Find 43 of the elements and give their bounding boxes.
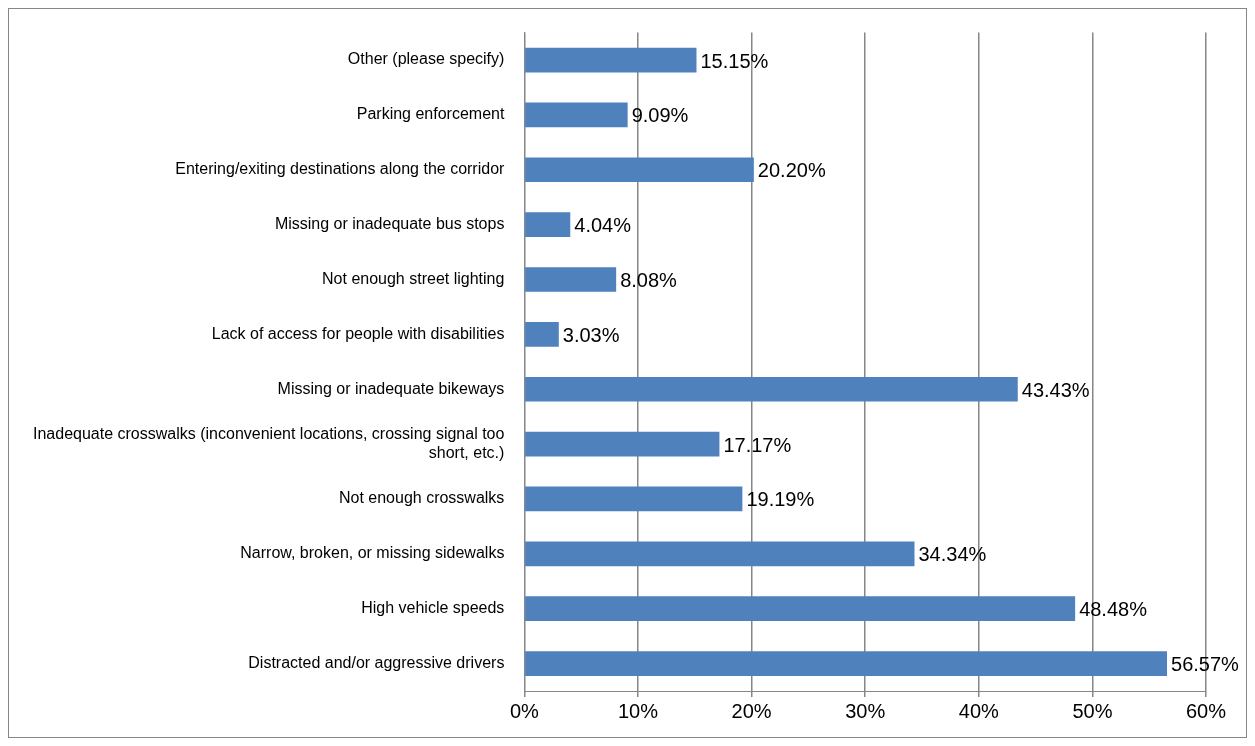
y-tick-label: Not enough crosswalks bbox=[338, 489, 505, 507]
bar bbox=[525, 596, 1076, 622]
bar bbox=[525, 486, 743, 512]
bar bbox=[525, 431, 720, 457]
bar bbox=[525, 651, 1168, 676]
data-label: 17.17% bbox=[723, 433, 792, 456]
data-label: 43.43% bbox=[1021, 378, 1090, 401]
y-tick-label: Lack of access for people with disabilities bbox=[211, 324, 505, 342]
y-tick-label: Missing or inadequate bus stops bbox=[274, 215, 505, 233]
y-tick-label: Narrow, broken, or missing sidewalks bbox=[240, 544, 505, 562]
x-tick-label: 50% bbox=[1072, 699, 1113, 722]
x-tick-label: 30% bbox=[845, 699, 886, 722]
data-label: 19.19% bbox=[746, 488, 815, 511]
bar bbox=[525, 157, 754, 183]
bar bbox=[525, 541, 915, 567]
bar bbox=[525, 267, 617, 292]
y-tick-label: Parking enforcement bbox=[356, 105, 505, 123]
y-tick-label: Inadequate crosswalks (inconvenient locations, crossing signal too short, etc.) bbox=[33, 424, 505, 462]
data-label: 56.57% bbox=[1171, 653, 1240, 676]
y-tick-label: Entering/exiting destinations along the corridor bbox=[175, 160, 506, 178]
bar bbox=[525, 47, 697, 73]
y-tick-label: Other (please specify) bbox=[347, 50, 505, 68]
data-label: 8.08% bbox=[620, 269, 678, 292]
data-label: 9.09% bbox=[631, 104, 689, 127]
x-tick-label: 10% bbox=[617, 699, 659, 722]
y-tick-label: Missing or inadequate bikeways bbox=[277, 379, 505, 397]
y-tick-label: Not enough street lighting bbox=[322, 269, 505, 287]
bar bbox=[525, 102, 628, 128]
data-label: 20.20% bbox=[757, 159, 826, 182]
bar bbox=[525, 376, 1018, 402]
x-tick-label: 40% bbox=[958, 699, 1000, 722]
bar bbox=[525, 322, 559, 347]
x-tick-label: 0% bbox=[509, 699, 540, 722]
x-tick-label: 60% bbox=[1185, 699, 1227, 722]
y-tick-label: High vehicle speeds bbox=[361, 599, 505, 617]
data-label: 15.15% bbox=[700, 49, 769, 72]
bar bbox=[525, 212, 571, 237]
data-label: 4.04% bbox=[574, 214, 632, 237]
data-label: 48.48% bbox=[1079, 598, 1148, 621]
data-label: 34.34% bbox=[918, 543, 987, 566]
x-tick-label: 20% bbox=[731, 699, 772, 722]
y-tick-label: Distracted and/or aggressive drivers bbox=[248, 653, 505, 671]
data-label: 3.03% bbox=[562, 323, 620, 346]
